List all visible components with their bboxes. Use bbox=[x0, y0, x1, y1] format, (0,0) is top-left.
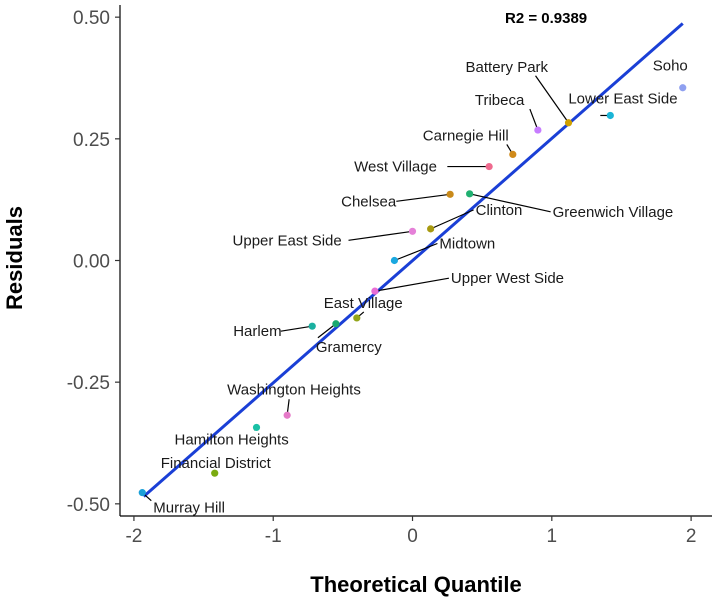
data-point bbox=[390, 256, 399, 265]
data-point bbox=[138, 489, 146, 497]
x-tick-label: 0 bbox=[407, 526, 418, 547]
label-leader-line bbox=[317, 323, 337, 339]
data-point bbox=[606, 111, 614, 120]
y-tick-label: -0.50 bbox=[67, 495, 110, 516]
y-axis-title: Residuals bbox=[2, 206, 27, 310]
point-label: Gramercy bbox=[316, 339, 382, 356]
x-tick-label: 2 bbox=[686, 526, 697, 547]
data-point bbox=[485, 162, 493, 171]
label-leader-line bbox=[280, 325, 313, 332]
label-leader-line bbox=[430, 209, 474, 230]
data-point bbox=[252, 423, 261, 432]
data-point bbox=[308, 322, 316, 330]
label-leader-line bbox=[469, 193, 551, 213]
x-tick-label: 1 bbox=[547, 526, 558, 547]
point-label: Harlem bbox=[233, 323, 281, 340]
label-leader-line bbox=[529, 108, 539, 131]
label-leader-line bbox=[396, 193, 451, 202]
point-label: Tribeca bbox=[475, 92, 525, 109]
point-label: Greenwich Village bbox=[553, 204, 674, 221]
data-point bbox=[509, 150, 517, 159]
data-point bbox=[446, 190, 454, 198]
point-label: Washington Heights bbox=[227, 381, 361, 398]
point-label: Carnegie Hill bbox=[423, 127, 509, 144]
x-axis-title: Theoretical Quantile bbox=[310, 572, 522, 597]
data-point bbox=[534, 126, 542, 134]
point-label: East Village bbox=[324, 295, 403, 312]
label-leader-line bbox=[394, 242, 438, 262]
point-label: West Village bbox=[354, 159, 437, 176]
label-leader-line bbox=[374, 277, 450, 292]
point-label: Murray Hill bbox=[153, 500, 225, 517]
data-point bbox=[283, 411, 291, 419]
fit-line bbox=[142, 22, 684, 498]
data-point bbox=[211, 469, 219, 477]
data-point bbox=[371, 287, 379, 295]
point-label: Chelsea bbox=[341, 193, 397, 210]
y-tick-label: 0.50 bbox=[73, 8, 110, 29]
point-label: Financial District bbox=[161, 455, 272, 472]
point-label: Clinton bbox=[476, 202, 523, 219]
data-point bbox=[466, 190, 474, 198]
point-label: Lower East Side bbox=[568, 90, 677, 107]
point-label: Soho bbox=[653, 58, 688, 75]
r2-annotation: R2 = 0.9389 bbox=[505, 10, 587, 27]
y-tick-label: 0.00 bbox=[73, 252, 110, 273]
y-tick-label: 0.25 bbox=[73, 130, 110, 151]
data-point bbox=[408, 227, 417, 235]
data-point bbox=[353, 314, 361, 322]
x-tick-label: -1 bbox=[265, 526, 282, 547]
plot-layer: -0.50 -0.25 0.00 0.25 0.50 -2 -1 0 1 2 Soho Lower E… bbox=[67, 5, 712, 547]
point-label: Hamilton Heights bbox=[175, 431, 289, 448]
label-leader-line bbox=[535, 75, 570, 124]
label-leader-line bbox=[348, 230, 413, 241]
point-label: Battery Park bbox=[466, 59, 549, 76]
point-label: Upper East Side bbox=[233, 232, 342, 249]
data-point bbox=[679, 84, 687, 92]
point-label: Upper West Side bbox=[451, 270, 564, 287]
data-point bbox=[564, 119, 573, 127]
x-tick-label: -2 bbox=[125, 526, 142, 547]
data-point bbox=[427, 225, 435, 233]
y-tick-label: -0.25 bbox=[67, 373, 110, 394]
point-label: Midtown bbox=[439, 236, 495, 253]
data-point bbox=[332, 320, 340, 328]
